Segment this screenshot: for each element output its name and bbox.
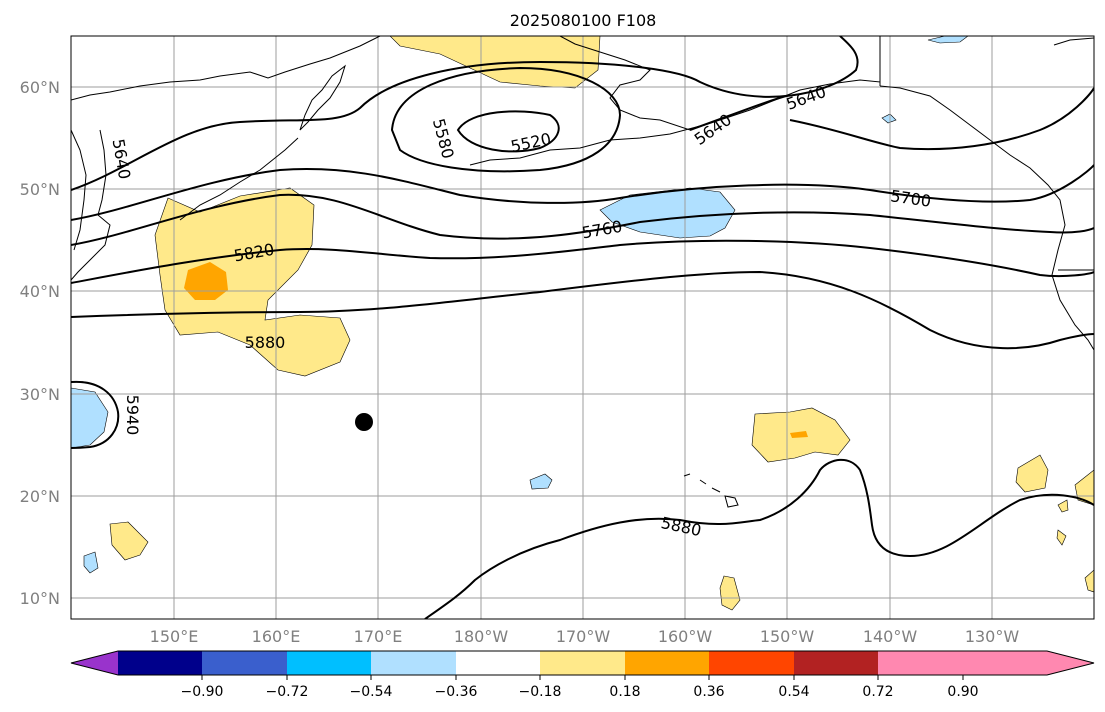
colorbar-extend-high <box>963 651 1094 675</box>
coastline-japan <box>71 214 111 281</box>
positive-anomaly-core <box>790 431 808 438</box>
coastline-north-america <box>1053 37 1094 46</box>
storm-position-marker <box>355 413 373 431</box>
colorbar-tick-label: −0.18 <box>519 684 562 700</box>
colorbar-tick-label: 0.54 <box>778 684 809 700</box>
colorbar-tick-label: −0.36 <box>435 684 478 700</box>
colorbar-segment <box>287 651 371 675</box>
colorbar-segment <box>456 651 540 675</box>
anomaly-shading <box>71 36 1094 611</box>
lon-label: 170°E <box>354 627 403 646</box>
contour-label: 5940 <box>123 395 142 436</box>
lat-label: 60°N <box>20 78 60 97</box>
positive-anomaly-region <box>1084 569 1094 593</box>
negative-anomaly-region <box>83 551 99 574</box>
lon-label: 160°E <box>252 627 301 646</box>
colorbar-segment <box>625 651 709 675</box>
contour-5880-south <box>424 458 1094 619</box>
contour-label: 5880 <box>245 333 286 352</box>
colorbar-tick-label: 0.36 <box>693 684 724 700</box>
coastline-kuril-islands <box>179 137 299 221</box>
lon-label: 150°W <box>760 627 815 646</box>
contour-5640-east <box>689 87 1094 151</box>
colorbar-tick-label: −0.90 <box>181 684 224 700</box>
map-area: 5520 5580 5640 5640 5640 5700 5760 5820 … <box>71 36 1094 619</box>
latitude-labels: 60°N 50°N 40°N 30°N 20°N 10°N <box>20 78 60 608</box>
positive-anomaly-region <box>109 521 149 561</box>
lon-label: 180°W <box>454 627 509 646</box>
contour-5880-north <box>71 270 1094 350</box>
lat-label: 40°N <box>20 282 60 301</box>
coastline-kamchatka <box>299 64 346 131</box>
positive-anomaly-region <box>719 575 741 611</box>
contour-5820 <box>71 239 1094 284</box>
colorbar-segment <box>202 651 287 675</box>
lat-label: 10°N <box>20 589 60 608</box>
colorbar-segment <box>371 651 456 675</box>
lon-label: 160°W <box>658 627 713 646</box>
positive-anomaly-region <box>154 187 351 377</box>
contour-5580 <box>390 66 622 173</box>
contour-5520 <box>456 110 560 153</box>
colorbar-tick-label: 0.18 <box>609 684 640 700</box>
positive-anomaly-region <box>1057 499 1069 513</box>
negative-anomaly-region <box>881 113 897 124</box>
colorbar-tick-label: −0.72 <box>266 684 309 700</box>
coastline-asia <box>71 36 381 101</box>
lon-label: 130°W <box>965 627 1020 646</box>
longitude-labels: 150°E 160°E 170°E 180°W 170°W 160°W 150°… <box>150 627 1020 646</box>
colorbar-segment <box>709 651 794 675</box>
colorbar-tick-label: 0.72 <box>862 684 893 700</box>
colorbar-ticks <box>201 675 964 680</box>
colorbar-segment <box>118 651 202 675</box>
negative-anomaly-region <box>927 36 969 44</box>
height-contours <box>71 36 1094 619</box>
coastline-alaska <box>559 36 881 131</box>
colorbar-tick-label: 0.90 <box>947 684 978 700</box>
colorbar-segment <box>540 651 625 675</box>
coastline-asia-mainland <box>71 129 87 251</box>
contour-5760 <box>71 193 1094 246</box>
coastline-hawaii <box>683 473 739 508</box>
lat-label: 50°N <box>20 180 60 199</box>
lon-label: 150°E <box>150 627 199 646</box>
positive-anomaly-region <box>389 36 601 89</box>
negative-anomaly-region <box>71 387 109 449</box>
colorbar-tick-label: −0.54 <box>350 684 393 700</box>
coastline-canada-west <box>879 85 1094 351</box>
map-frame <box>70 35 1095 620</box>
positive-anomaly-region <box>1056 529 1067 546</box>
colorbar-outline <box>70 650 1095 676</box>
contour-5640 <box>71 36 859 191</box>
colorbar-segment <box>878 651 963 675</box>
coastline-aleutian-islands <box>469 125 701 166</box>
contour-5700 <box>71 164 1094 221</box>
colorbar-extend-low <box>71 651 118 675</box>
coastlines <box>71 36 1094 508</box>
contour-5940 <box>71 380 120 449</box>
colorbar: −0.90 −0.72 −0.54 −0.36 −0.18 0.18 0.36 … <box>70 650 1095 700</box>
colorbar-segment <box>794 651 878 675</box>
positive-anomaly-region <box>1015 454 1049 493</box>
lon-label: 140°W <box>863 627 918 646</box>
map-title: 2025080100 F108 <box>510 11 657 30</box>
lat-label: 30°N <box>20 385 60 404</box>
lat-label: 20°N <box>20 487 60 506</box>
lon-label: 170°W <box>556 627 611 646</box>
negative-anomaly-region <box>529 473 553 490</box>
